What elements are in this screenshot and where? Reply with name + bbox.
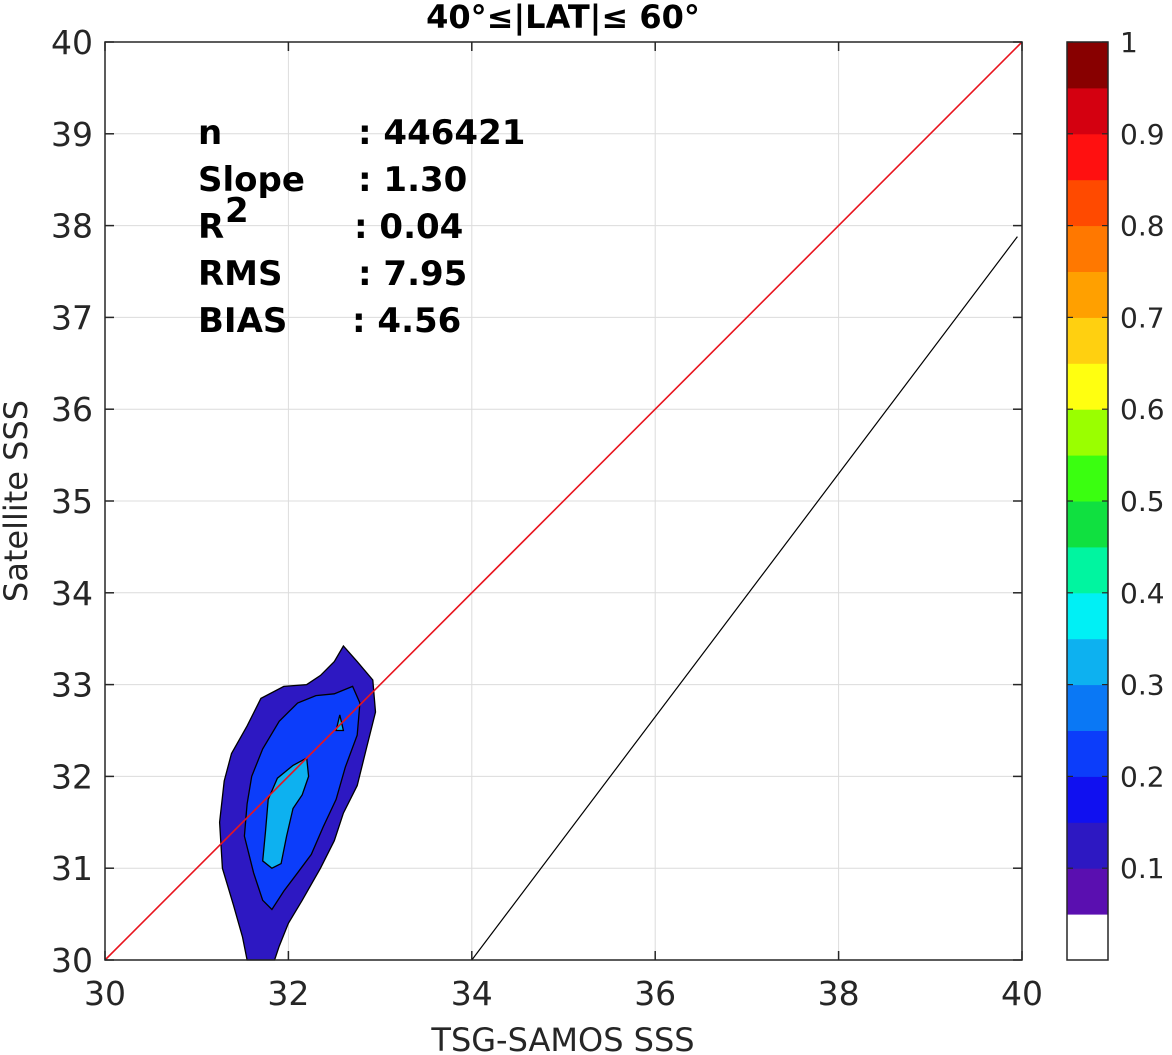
stat-superscript: 2 <box>225 191 249 231</box>
stat-label: BIAS <box>198 301 287 341</box>
colorbar-segment <box>1067 271 1108 318</box>
y-tick-label: 35 <box>51 482 93 521</box>
stat-label: n <box>198 113 222 153</box>
y-axis-label: Satellite SSS <box>0 400 35 602</box>
colorbar-segment <box>1067 501 1108 548</box>
colorbar-segment <box>1067 730 1108 777</box>
y-tick-label: 31 <box>51 849 93 888</box>
colorbar-tick-label: 0.5 <box>1120 485 1165 518</box>
colorbar-segment <box>1067 317 1108 364</box>
colorbar-tick-label: 0.7 <box>1120 301 1165 334</box>
y-tick-label: 39 <box>51 115 93 154</box>
colorbar-segment <box>1067 776 1108 823</box>
colorbar-tick-label: 0.8 <box>1120 210 1165 243</box>
colorbar-segment <box>1067 822 1108 869</box>
one-to-one-line <box>104 41 1023 961</box>
colorbar-segment <box>1067 638 1108 686</box>
reference-lines <box>104 41 1023 961</box>
colorbar-segment <box>1067 179 1108 227</box>
colorbar-segment <box>1067 409 1108 456</box>
x-tick-label: 38 <box>818 974 860 1013</box>
stat-label: R <box>198 207 224 247</box>
colorbar-tick-label: 0.2 <box>1120 760 1165 793</box>
colorbar-segment <box>1067 225 1108 272</box>
y-tick-label: 37 <box>51 298 93 337</box>
stat-value: : 1.30 <box>358 160 467 200</box>
colorbar-tick-label: 0.1 <box>1120 852 1165 885</box>
x-tick-label: 32 <box>267 974 309 1013</box>
chart-title: 40°≤|LAT|≤ 60° <box>426 0 700 37</box>
stat-value: : 4.56 <box>352 301 461 341</box>
y-tick-label: 40 <box>51 23 93 62</box>
colorbar-tick-label: 0.9 <box>1120 118 1165 151</box>
axis-ticks: 30 32 34 36 38 40 30 31 32 33 34 35 36 37 38 39 40 <box>51 23 1043 1013</box>
density-contours <box>218 644 377 961</box>
stat-value: : 7.95 <box>358 254 467 294</box>
colorbar-segment <box>1067 546 1108 594</box>
x-tick-label: 34 <box>451 974 493 1013</box>
x-tick-label: 40 <box>1001 974 1043 1013</box>
stat-value: : 446421 <box>358 113 525 153</box>
colorbar-tick-label: 0.4 <box>1120 577 1165 610</box>
y-tick-label: 36 <box>51 390 93 429</box>
colorbar-segment <box>1067 684 1108 731</box>
colorbar-tick-label: 0.3 <box>1120 669 1165 702</box>
colorbar-segment <box>1067 868 1108 915</box>
x-axis-label: TSG-SAMOS SSS <box>430 1021 694 1055</box>
y-tick-label: 30 <box>51 941 93 980</box>
y-tick-label: 38 <box>51 207 93 246</box>
colorbar-segment <box>1067 87 1108 135</box>
x-tick-label: 36 <box>634 974 676 1013</box>
regression-line <box>471 236 1018 961</box>
density-contour <box>262 756 310 869</box>
stat-label: RMS <box>198 254 283 294</box>
x-tick-label: 30 <box>84 974 126 1013</box>
colorbar-segment <box>1067 42 1108 89</box>
colorbar-segment <box>1067 455 1108 502</box>
y-tick-label: 34 <box>51 574 93 613</box>
colorbar-segment <box>1067 592 1108 640</box>
colorbar-tick-label: 1 <box>1120 26 1138 59</box>
colorbar-segment <box>1067 133 1108 181</box>
colorbar-segment <box>1067 363 1108 410</box>
stats-box: n : 446421 Slope : 1.30 R 2 : 0.04 RMS : 7.95 BIA… <box>198 113 525 341</box>
stat-value: : 0.04 <box>354 207 463 247</box>
colorbar-segment <box>1067 914 1108 961</box>
colorbar: 0.1 0.2 0.3 0.4 0.5 0.6 0.7 0.8 0.9 1 <box>1066 26 1165 961</box>
y-tick-label: 33 <box>51 666 93 705</box>
y-tick-label: 32 <box>51 757 93 796</box>
stat-label: Slope <box>198 160 305 200</box>
colorbar-tick-label: 0.6 <box>1120 393 1165 426</box>
